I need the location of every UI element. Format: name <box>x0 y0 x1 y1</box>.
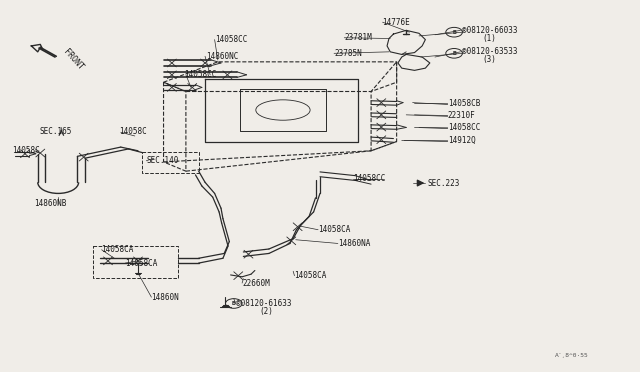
Text: 14058CB: 14058CB <box>448 99 480 108</box>
Text: 14058CC: 14058CC <box>448 123 480 132</box>
Text: SEC.165: SEC.165 <box>39 126 72 136</box>
Polygon shape <box>31 44 43 52</box>
Text: 14058CC: 14058CC <box>214 35 247 44</box>
Text: 14860NA: 14860NA <box>338 239 371 248</box>
Text: (2): (2) <box>259 307 273 316</box>
Text: B: B <box>452 30 456 35</box>
Text: 14860NC: 14860NC <box>206 52 239 61</box>
Text: 14860N: 14860N <box>152 293 179 302</box>
Text: SEC.140: SEC.140 <box>147 156 179 165</box>
Text: 14058CC: 14058CC <box>353 174 385 183</box>
Text: 14912Q: 14912Q <box>448 136 476 145</box>
Text: ®08120-63533: ®08120-63533 <box>462 47 517 56</box>
Text: 22660M: 22660M <box>242 279 270 288</box>
Text: 14058C: 14058C <box>12 146 40 155</box>
Text: ®08120-66033: ®08120-66033 <box>462 26 517 35</box>
Text: ®08120-61633: ®08120-61633 <box>236 299 291 308</box>
Text: 23781M: 23781M <box>344 33 372 42</box>
Text: (3): (3) <box>483 55 497 64</box>
Text: 14058CA: 14058CA <box>125 259 157 267</box>
Text: 14860NB: 14860NB <box>34 199 67 208</box>
Text: 14058CA: 14058CA <box>294 271 327 280</box>
Text: FRONT: FRONT <box>61 48 84 72</box>
Text: 14058CA: 14058CA <box>102 245 134 254</box>
Text: 14058CC: 14058CC <box>184 70 216 79</box>
Text: (1): (1) <box>483 34 497 44</box>
Text: SEC.223: SEC.223 <box>428 179 460 187</box>
Text: A´¸8^0·55: A´¸8^0·55 <box>555 352 589 357</box>
Text: 14776E: 14776E <box>383 18 410 27</box>
Text: B: B <box>232 301 236 306</box>
Text: 14058C: 14058C <box>119 126 147 136</box>
Text: 23785N: 23785N <box>334 49 362 58</box>
Text: 22310F: 22310F <box>448 111 476 120</box>
Text: B: B <box>452 51 456 56</box>
Text: 14058CA: 14058CA <box>318 225 351 234</box>
